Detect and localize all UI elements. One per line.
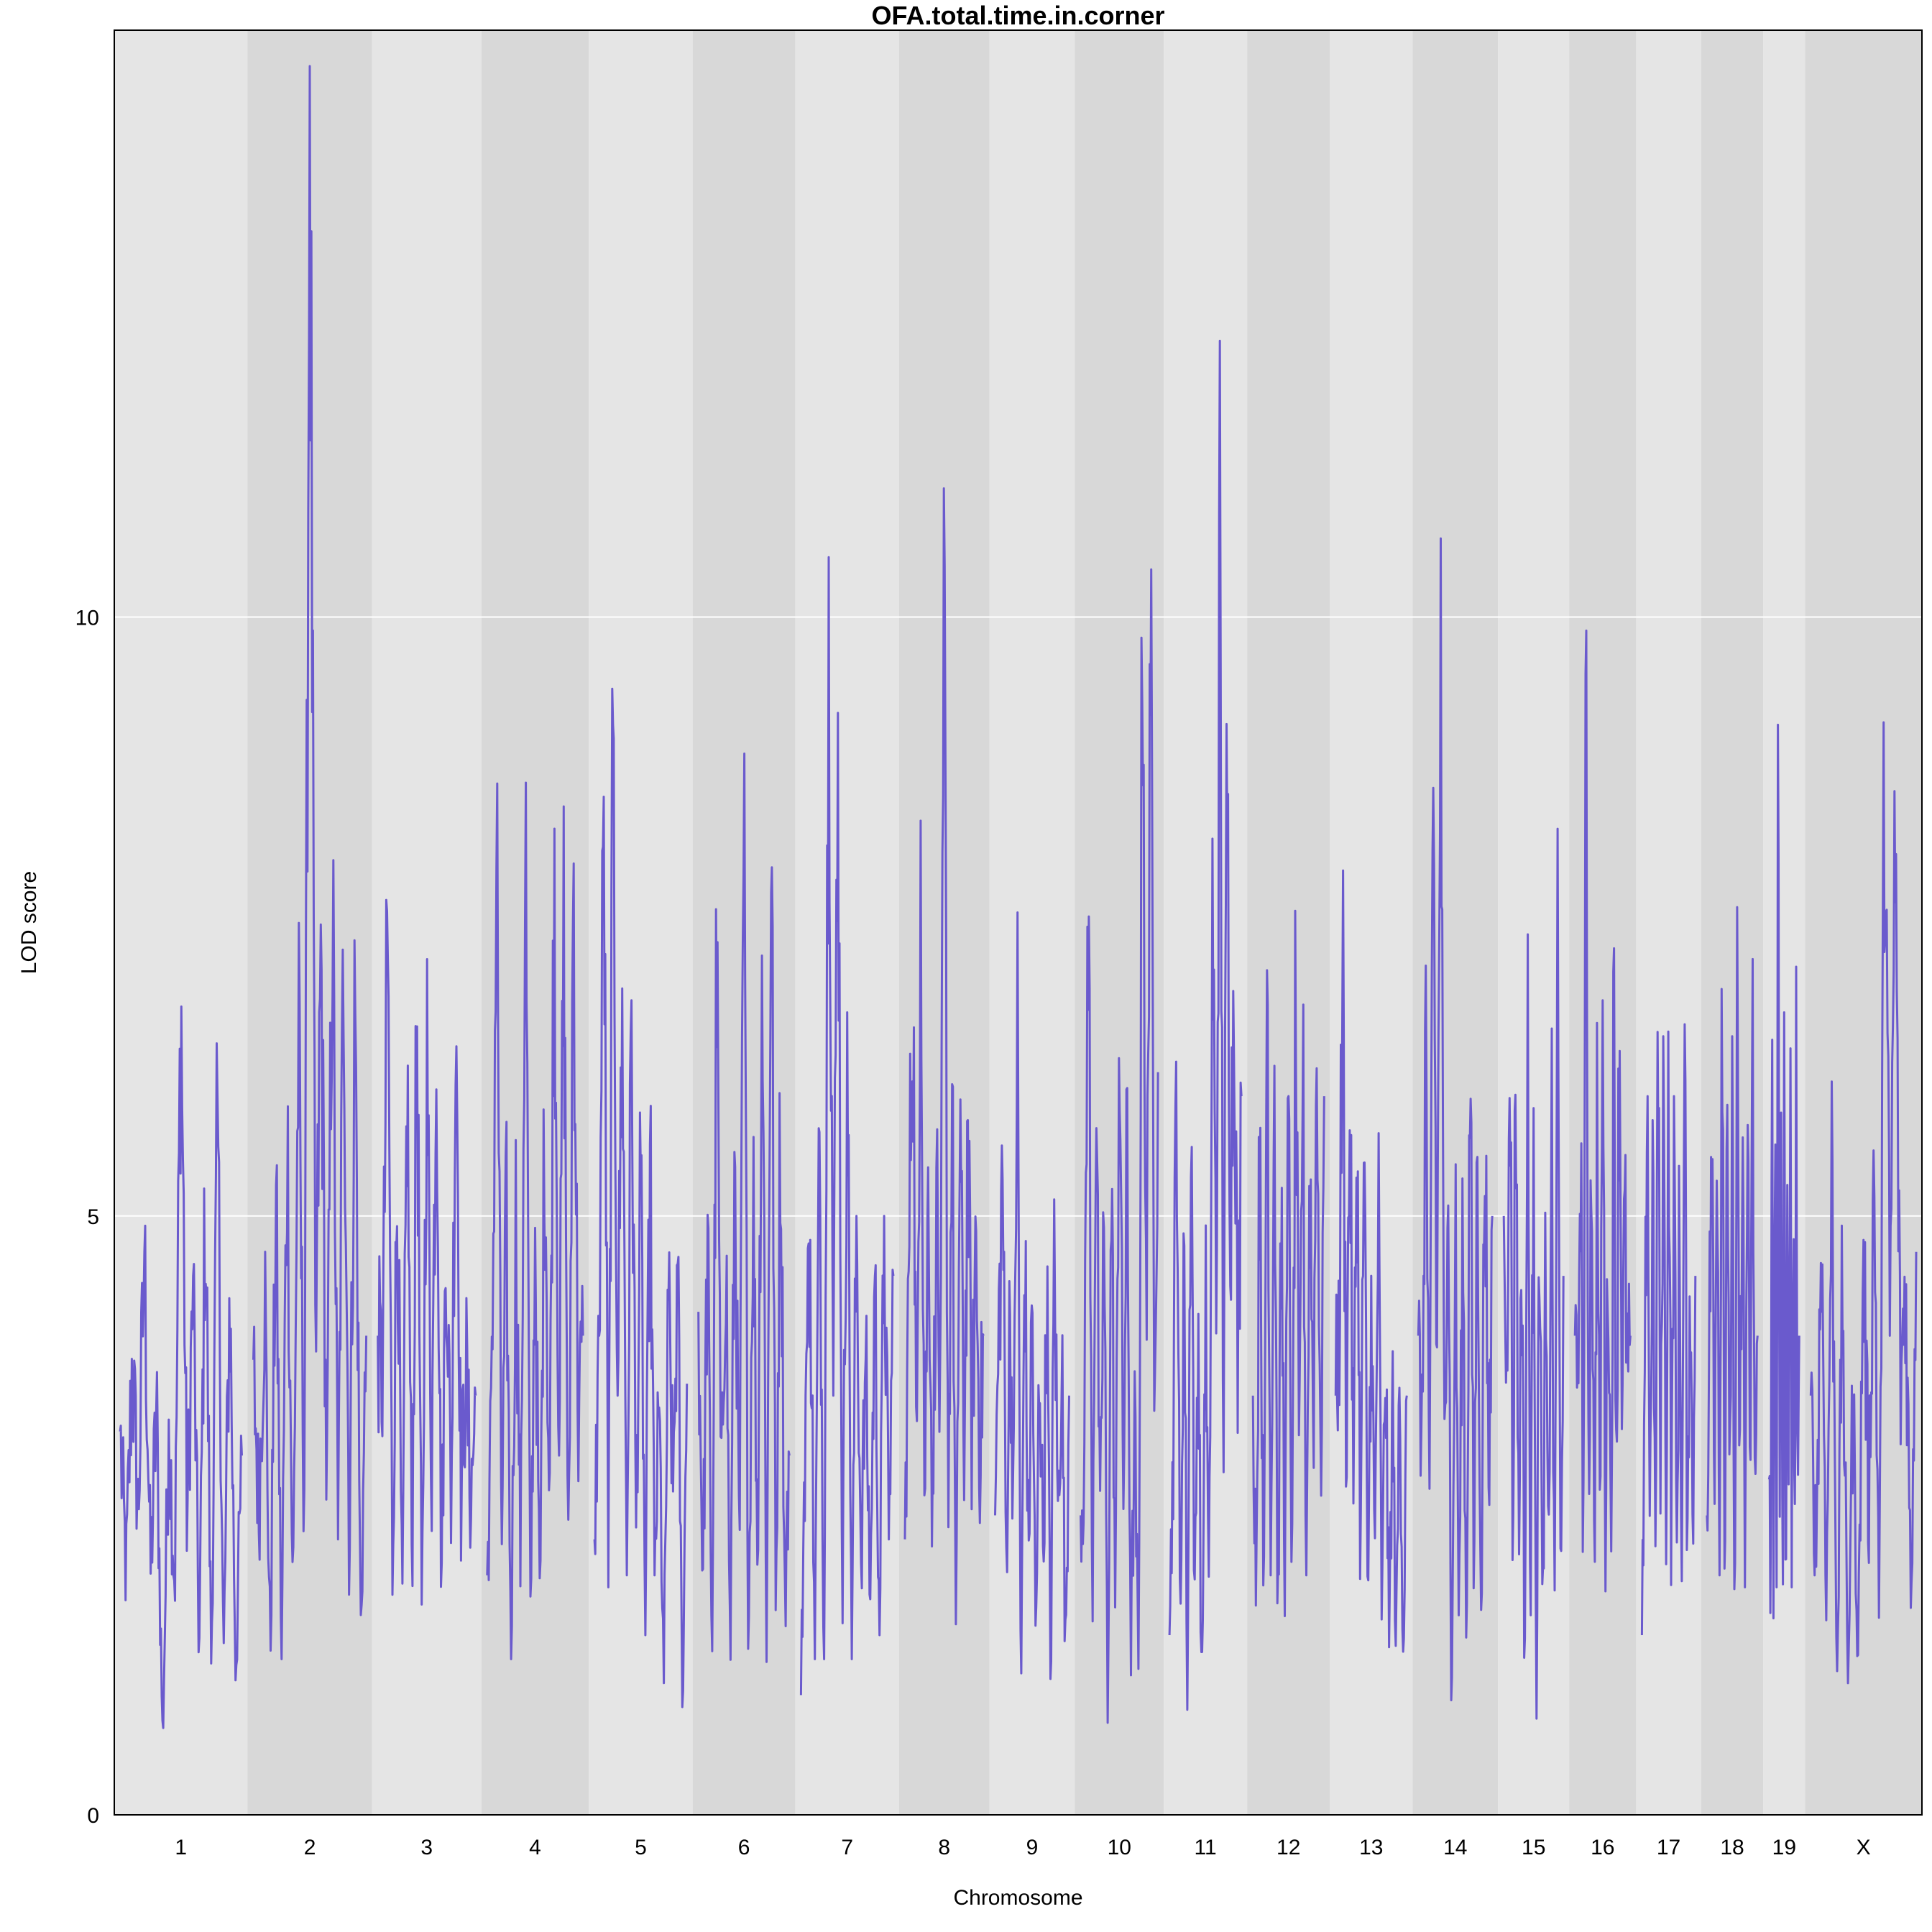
lod-line-chr-2 [252, 65, 368, 1660]
lod-line-chr-3 [377, 898, 477, 1606]
y-tick-label: 5 [87, 1205, 99, 1229]
lod-line-chr-17 [1640, 1023, 1697, 1636]
lod-line-chr-18 [1706, 906, 1759, 1591]
y-axis-label: LOD score [17, 871, 41, 974]
lod-line-chr-13 [1334, 869, 1408, 1653]
chromosome-band-X [1805, 30, 1922, 1815]
chart-title: OFA.total.time.in.corner [871, 1, 1164, 30]
chromosome-band-17 [1636, 30, 1701, 1815]
x-axis: 1 2 3 4 5 6 7 8 9 10 11 12 13 14 15 16 17 18 19 X [175, 1836, 1870, 1859]
lod-line-chr-14 [1417, 537, 1494, 1701]
x-tick-label: 15 [1522, 1836, 1545, 1859]
x-tick-label: 13 [1359, 1836, 1383, 1859]
x-tick-label: 9 [1026, 1836, 1039, 1859]
lod-line-chr-8 [903, 487, 985, 1626]
chromosome-band-18 [1701, 30, 1764, 1815]
lod-line-chr-5 [593, 687, 689, 1708]
chromosome-band-7 [795, 30, 899, 1815]
chromosome-band-1 [114, 30, 248, 1815]
x-tick-label: 19 [1772, 1836, 1796, 1859]
chromosome-band-4 [481, 30, 589, 1815]
x-tick-label: 1 [175, 1836, 187, 1859]
y-tick-label: 10 [75, 607, 99, 630]
chromosome-band-8 [898, 30, 990, 1815]
x-tick-label: X [1857, 1836, 1871, 1859]
lod-line-chr-7 [799, 556, 895, 1696]
plot-frame [114, 29, 1923, 1816]
x-tick-label: 11 [1195, 1836, 1217, 1859]
lod-series [119, 65, 1918, 1729]
x-tick-label: 7 [841, 1836, 853, 1859]
x-tick-label: 2 [304, 1836, 316, 1859]
lod-line-chr-6 [697, 753, 791, 1663]
lod-line-chr-X [1809, 721, 1918, 1685]
lod-line-chr-10 [1080, 568, 1159, 1724]
lod-line-chr-16 [1573, 629, 1632, 1593]
x-tick-label: 3 [420, 1836, 433, 1859]
x-tick-label: 18 [1720, 1836, 1744, 1859]
x-tick-label: 6 [738, 1836, 750, 1859]
lod-line-chr-12 [1251, 909, 1325, 1617]
x-tick-label: 17 [1657, 1836, 1680, 1859]
x-tick-label: 5 [635, 1836, 647, 1859]
lod-line-chr-9 [994, 911, 1070, 1680]
x-tick-label: 16 [1591, 1836, 1614, 1859]
x-tick-label: 12 [1276, 1836, 1300, 1859]
chromosome-band-5 [589, 30, 693, 1815]
x-tick-label: 4 [529, 1836, 541, 1859]
x-tick-label: 14 [1443, 1836, 1467, 1859]
lod-line-chr-15 [1502, 827, 1565, 1720]
chromosome-band-3 [372, 30, 482, 1815]
x-tick-label: 10 [1108, 1836, 1131, 1859]
lod-line-chr-11 [1168, 339, 1243, 1711]
x-tick-label: 8 [938, 1836, 950, 1859]
chromosome-band-9 [989, 30, 1075, 1815]
chromosome-band-14 [1412, 30, 1499, 1815]
lod-line-chr-4 [486, 781, 584, 1660]
y-tick-label: 0 [87, 1804, 99, 1828]
x-axis-label: Chromosome [953, 1886, 1082, 1910]
chromosome-band-12 [1247, 30, 1330, 1815]
chromosome-band-11 [1164, 30, 1248, 1815]
chromosome-band-16 [1569, 30, 1637, 1815]
lod-line-chr-1 [119, 1005, 243, 1729]
lod-line-chr-19 [1767, 723, 1800, 1619]
y-axis: 0 5 10 [75, 607, 99, 1828]
